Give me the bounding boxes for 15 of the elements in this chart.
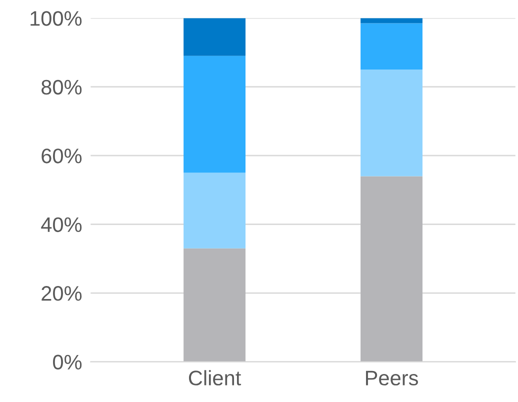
y-tick-label: 100% <box>30 11 82 26</box>
y-tick-label: 0% <box>53 354 82 370</box>
y-tick-label: 20% <box>42 286 82 301</box>
x-tick-label: Client <box>188 370 242 386</box>
bar <box>184 172 246 248</box>
bar <box>184 56 246 173</box>
y-tick-label: 60% <box>42 148 82 164</box>
bar <box>184 18 246 56</box>
y-tick-label: 80% <box>42 80 82 95</box>
y-tick-label: 40% <box>41 217 82 232</box>
bar <box>360 23 422 70</box>
bar <box>360 176 422 362</box>
bar <box>360 70 422 176</box>
x-tick-label: Peers <box>366 370 418 386</box>
bar <box>184 248 246 362</box>
